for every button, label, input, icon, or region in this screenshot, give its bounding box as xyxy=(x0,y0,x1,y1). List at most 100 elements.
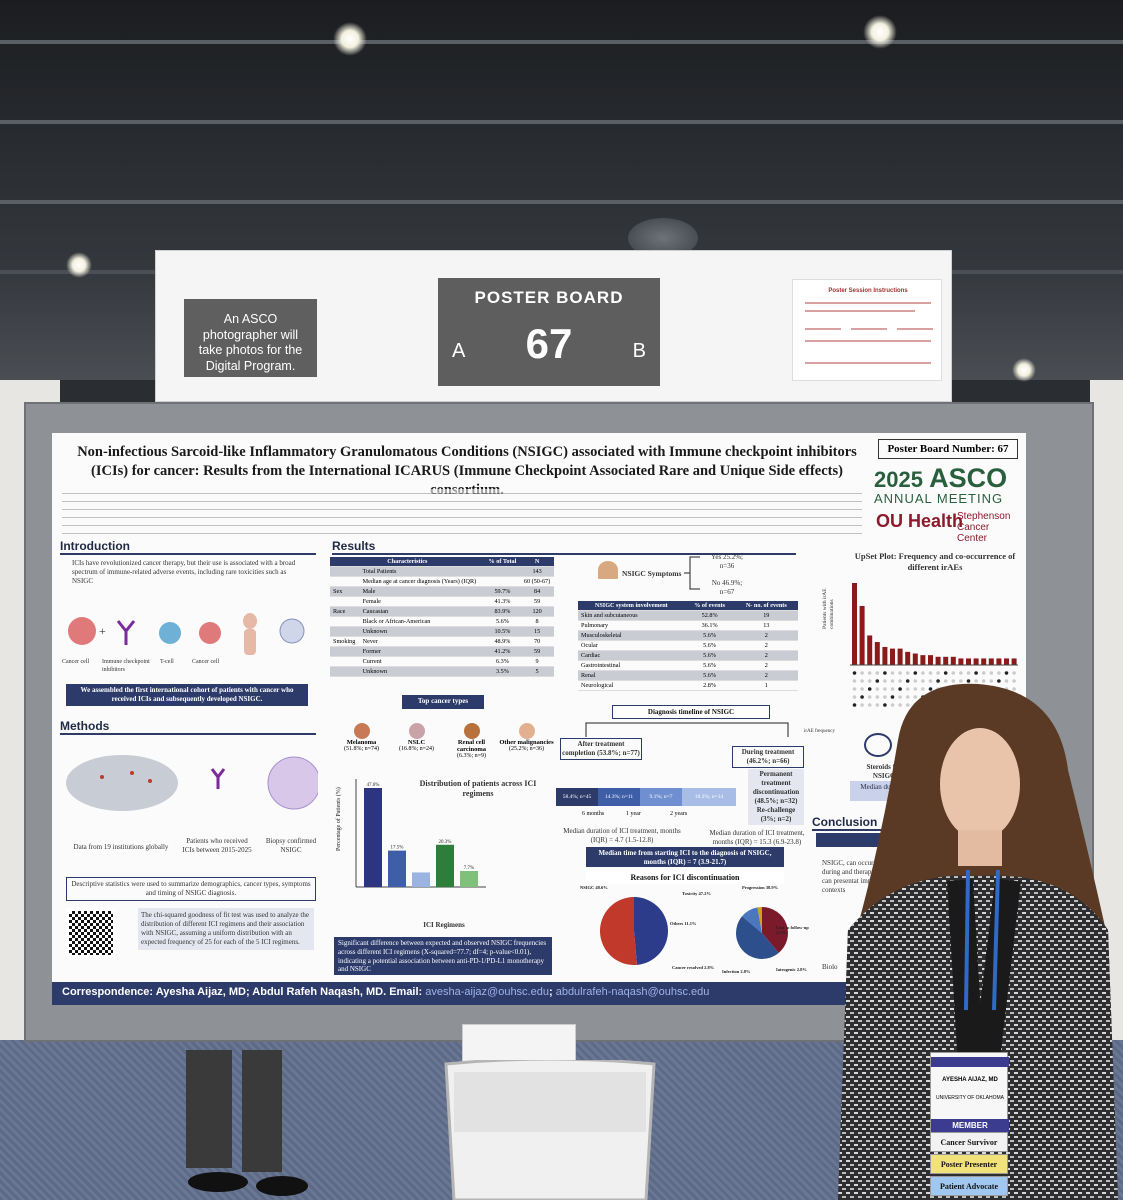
poster-board-sign: POSTER BOARD A 67 B xyxy=(438,278,660,386)
upset-dot xyxy=(1012,687,1016,691)
upset-dot xyxy=(951,671,956,675)
methods-label-patients: Patients who received ICIs between 2015-… xyxy=(182,837,252,855)
upset-dot xyxy=(883,695,887,699)
upset-bar-12 xyxy=(943,656,949,665)
table-cell xyxy=(330,576,360,588)
table-cell: 5.6% xyxy=(684,640,735,652)
conference-badge: AYESHA AIJAZ, MD UNIVERSITY OF OKLAHOMA … xyxy=(930,1052,1009,1200)
table-cell: 48.9% xyxy=(484,636,521,648)
cancer-cell-icon xyxy=(199,622,221,644)
table-row: Total Patients 143 xyxy=(330,566,554,578)
folding-chair xyxy=(444,1060,656,1200)
reason-label: NSIGC 48.6% xyxy=(580,885,608,890)
table-cell: Smoking xyxy=(330,636,360,648)
poster-board-number: Poster Board Number: 67 xyxy=(878,439,1018,459)
cancer-type-item: NSLC (16.8%; n=24) xyxy=(389,723,444,752)
upset-dot xyxy=(860,687,864,691)
table-cell: 41.3% xyxy=(484,596,521,608)
asco-name: ASCO xyxy=(929,463,1008,493)
bar-label-0: 47.6% xyxy=(367,783,380,788)
table-row: Neurological 2.8% 1 xyxy=(578,680,798,692)
table-cell xyxy=(484,576,521,588)
qr-code[interactable] xyxy=(66,908,116,958)
table-cell: Unknown xyxy=(359,626,485,638)
table-cell: Female xyxy=(359,596,485,608)
upset-dot xyxy=(989,671,994,675)
table-cell: 2 xyxy=(734,640,798,652)
upset-bar-7 xyxy=(905,651,911,665)
upset-bar-1 xyxy=(859,605,865,665)
lanyard xyxy=(964,869,1000,1011)
upset-bar-17 xyxy=(981,658,987,665)
table-cell xyxy=(484,566,521,578)
timeline-title: Diagnosis timeline of NSIGC xyxy=(612,705,770,719)
symptoms-yes: Yes 25.2%; n=36 xyxy=(711,553,743,571)
upset-dot xyxy=(898,687,902,691)
table-row: Pulmonary 36.1% 13 xyxy=(578,620,798,632)
upset-dot xyxy=(905,695,910,699)
ceiling-light xyxy=(1012,358,1036,382)
timeline-ticks: 6 months 1 year 2 years xyxy=(582,811,732,821)
bar-label-3: 20.3% xyxy=(439,840,452,845)
table-cell: Musculoskeletal xyxy=(578,630,685,642)
table-cell: Gastrointestinal xyxy=(578,660,685,672)
reasons-title: Reasons for ICI discontinuation xyxy=(586,871,784,884)
upset-dot xyxy=(1012,671,1016,675)
upset-dot xyxy=(928,671,933,675)
upset-dot xyxy=(1012,679,1016,683)
conclusion-text: NSIGC, can occur during and therapy, can… xyxy=(822,859,877,895)
granuloma-icon xyxy=(279,618,305,644)
upset-dot xyxy=(905,679,910,683)
table-row: Former 41.2% 59 xyxy=(330,646,554,658)
table-cell: Current xyxy=(359,656,485,668)
upset-dot xyxy=(898,679,902,683)
table-cell: 59 xyxy=(520,596,554,608)
reason-label: Lost to follow-up 5.5% xyxy=(776,925,809,935)
upset-bar-20 xyxy=(1004,658,1009,665)
antibody-icon xyxy=(210,768,226,789)
upset-dot xyxy=(936,679,940,683)
table-cell xyxy=(330,656,360,668)
human-body-icon xyxy=(244,629,256,655)
table-cell: 59 xyxy=(520,646,554,658)
upset-dot xyxy=(898,703,902,707)
table-cell: 70 xyxy=(520,636,554,648)
upset-dot xyxy=(860,679,864,683)
table-cell: 2 xyxy=(734,660,798,672)
upset-dot xyxy=(890,687,895,691)
bar-0 xyxy=(364,787,382,887)
upset-dot xyxy=(852,687,857,691)
upset-dot xyxy=(981,671,986,675)
table-cell: Neurological xyxy=(578,680,685,692)
methods-label-institutions: Data from 19 institutions globally xyxy=(73,843,169,851)
upset-bar-2 xyxy=(867,635,873,665)
upset-dot xyxy=(898,695,902,699)
timeline-tick: 1 year xyxy=(626,811,641,817)
text-line xyxy=(897,328,933,330)
email-link-2[interactable]: abdulrafeh-naqash@ouhsc.edu xyxy=(555,986,710,998)
table-cell: Black or African-American xyxy=(359,616,485,628)
text-line xyxy=(851,328,887,330)
table-cell xyxy=(330,566,360,578)
methods-heading: Methods xyxy=(60,719,316,735)
photographer-notice: An ASCO photographer will take photos fo… xyxy=(184,299,317,377)
cancer-type-stat: (16.8%; n=24) xyxy=(398,746,435,752)
table-row: Sex Male 59.7% 84 xyxy=(330,586,554,598)
discontinuation-pie-slice-1 xyxy=(600,897,637,965)
upset-dot xyxy=(890,695,895,699)
reasons-detail-pie-slice-0 xyxy=(762,907,788,953)
col-system: NSIGC system involvement xyxy=(578,601,685,612)
upset-bar-3 xyxy=(874,642,880,665)
upset-title: UpSet Plot: Frequency and co-occurrence … xyxy=(854,551,1016,573)
timeline-segment: 14.3%; n=11 xyxy=(598,788,640,806)
upset-dot xyxy=(860,695,864,699)
organ-icon xyxy=(463,723,480,739)
immune-checkpoint-diagram: + xyxy=(68,613,305,655)
reason-label: Toxicity 47.2% xyxy=(682,891,711,896)
asco-logo: 2025 ASCO xyxy=(874,463,1007,494)
board-side-b: B xyxy=(632,340,646,362)
email-link-1[interactable]: avesha-aijaz@ouhsc.edu xyxy=(425,986,549,998)
intro-label-t-cell: T-cell xyxy=(160,659,174,665)
badge-ribbons: Cancer Survivor Poster Presenter Patient A… xyxy=(930,1132,1008,1200)
table-row: Renal 5.6% 2 xyxy=(578,670,798,682)
